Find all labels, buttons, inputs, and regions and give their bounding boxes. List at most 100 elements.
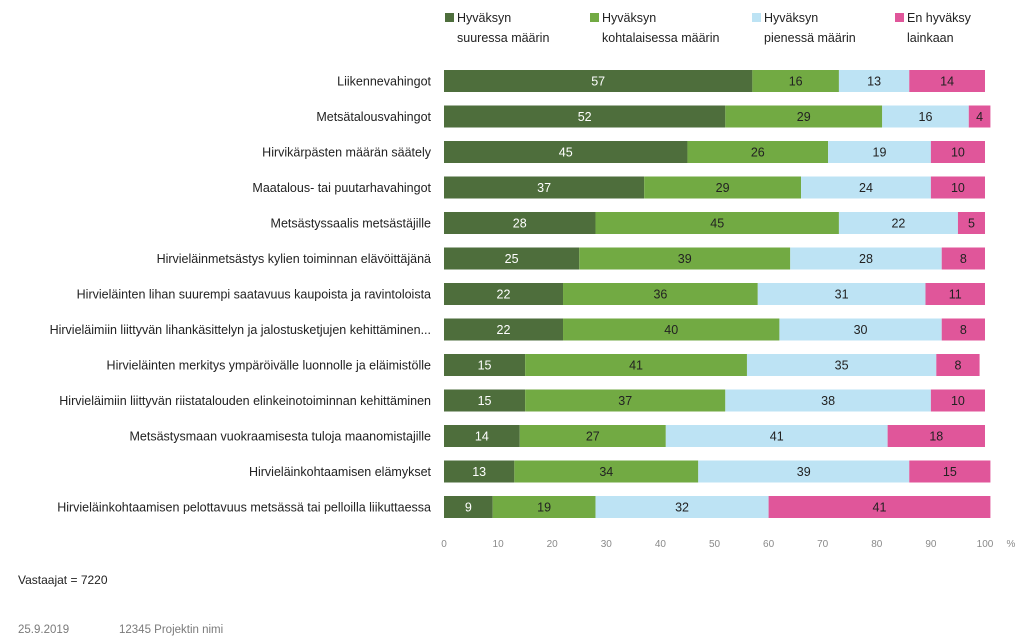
data-label: 28 [859, 252, 873, 266]
bar-segment [930, 176, 985, 199]
data-label: 32 [675, 501, 689, 515]
bar-segment [444, 176, 645, 199]
data-label: 14 [940, 75, 954, 89]
bar-segment [444, 247, 580, 270]
data-label: 29 [716, 181, 730, 195]
data-label: 15 [943, 465, 957, 479]
bar-segment [525, 354, 747, 376]
bar-segment [779, 318, 942, 341]
legend-swatch [752, 13, 761, 22]
data-label: 13 [472, 465, 486, 479]
legend-swatch [445, 13, 454, 22]
bar-segment [752, 70, 839, 92]
data-label: 5 [968, 217, 975, 231]
data-label: 52 [578, 110, 592, 124]
category-label: Hirvieläinkohtaamisen pelottavuus metsäs… [57, 501, 431, 515]
data-label: 19 [537, 501, 551, 515]
bar-segment [936, 354, 980, 376]
legend: Hyväksyn suuressa määrin Hyväksyn kohtalais… [445, 11, 972, 45]
legend-label: Hyväksyn [764, 11, 818, 25]
legend-label: lainkaan [907, 31, 954, 45]
bar-segment [444, 318, 564, 341]
bar-segment [563, 283, 758, 305]
bar-segment [828, 141, 931, 163]
respondents-note: Vastaajat = 7220 [18, 573, 108, 587]
bar-segment [595, 212, 839, 234]
bar-segment [492, 496, 596, 518]
category-label: Hirvieläimiin liittyvän lihankäsittelyn … [50, 323, 431, 337]
x-tick-label: 60 [763, 539, 775, 550]
data-label: 26 [751, 146, 765, 160]
data-label: 15 [478, 394, 492, 408]
data-label: 13 [867, 75, 881, 89]
data-label: 9 [465, 501, 472, 515]
data-label: 37 [537, 181, 551, 195]
bar-segment [698, 460, 910, 483]
data-label: 25 [505, 252, 519, 266]
data-label: 16 [919, 110, 933, 124]
data-label: 8 [960, 252, 967, 266]
x-tick-label: 20 [547, 539, 559, 550]
x-tick-label: 100 [977, 539, 994, 550]
bar-segment [941, 247, 985, 270]
data-label: 22 [497, 323, 511, 337]
category-label: Hirvieläinmetsästys kylien toiminnan elä… [157, 252, 431, 266]
x-tick-label: 80 [871, 539, 883, 550]
bar-segment [444, 425, 520, 447]
category-label: Metsästysmaan vuokraamisesta tuloja maan… [129, 430, 431, 444]
bar-segment [941, 318, 985, 341]
legend-label: kohtalaisessa määrin [602, 31, 719, 45]
bar-segment [579, 247, 791, 270]
footer-project: 12345 Projektin nimi [119, 624, 224, 636]
bar-segment [444, 354, 526, 376]
data-label: 41 [873, 501, 887, 515]
bar-segment [925, 283, 985, 305]
data-label: 16 [789, 75, 803, 89]
bar-segment [968, 105, 991, 128]
category-label: Hirvieläinten merkitys ympäröivälle luon… [107, 359, 431, 373]
bar-segment [687, 141, 829, 163]
data-label: 37 [618, 394, 632, 408]
legend-label: Hyväksyn [457, 11, 511, 25]
data-label: 15 [478, 359, 492, 373]
bar-segment [930, 389, 985, 412]
data-label: 18 [929, 430, 943, 444]
data-label: 27 [586, 430, 600, 444]
x-tick-label: 10 [493, 539, 505, 550]
data-label: 11 [949, 288, 962, 302]
bar-segment [746, 354, 937, 376]
legend-label: suuressa määrin [457, 31, 549, 45]
x-tick-label: 70 [817, 539, 829, 550]
data-label: 57 [591, 75, 605, 89]
data-label: 22 [497, 288, 511, 302]
bar-segment [838, 70, 910, 92]
category-label: Hirvieläinkohtaamisen elämykset [249, 465, 432, 479]
category-label: Hirvieläimiin liittyvän riistatalouden e… [59, 394, 431, 408]
bar-segment [790, 247, 942, 270]
data-label: 34 [599, 465, 613, 479]
x-unit-label: % [1007, 539, 1016, 550]
data-label: 10 [951, 146, 965, 160]
bar-segment [930, 141, 985, 163]
data-label: 10 [951, 394, 965, 408]
data-label: 41 [770, 430, 784, 444]
data-label: 8 [960, 323, 967, 337]
bar-segment [444, 105, 726, 128]
data-label: 30 [854, 323, 868, 337]
bar-segment [725, 389, 931, 412]
bar-segment [887, 425, 985, 447]
data-label: 41 [629, 359, 643, 373]
data-label: 35 [835, 359, 849, 373]
category-label: Metsästyssaalis metsästäjille [271, 217, 432, 231]
bar-segment [838, 212, 958, 234]
bar-segment [563, 318, 780, 341]
category-label: Hirvieläinten lihan suurempi saatavuus k… [77, 288, 431, 302]
data-label: 40 [664, 323, 678, 337]
bar-segment [665, 425, 888, 447]
data-label: 39 [678, 252, 692, 266]
data-label: 28 [513, 217, 527, 231]
bar-segment [444, 460, 515, 483]
legend-swatch [895, 13, 904, 22]
bar-segment [801, 176, 931, 199]
